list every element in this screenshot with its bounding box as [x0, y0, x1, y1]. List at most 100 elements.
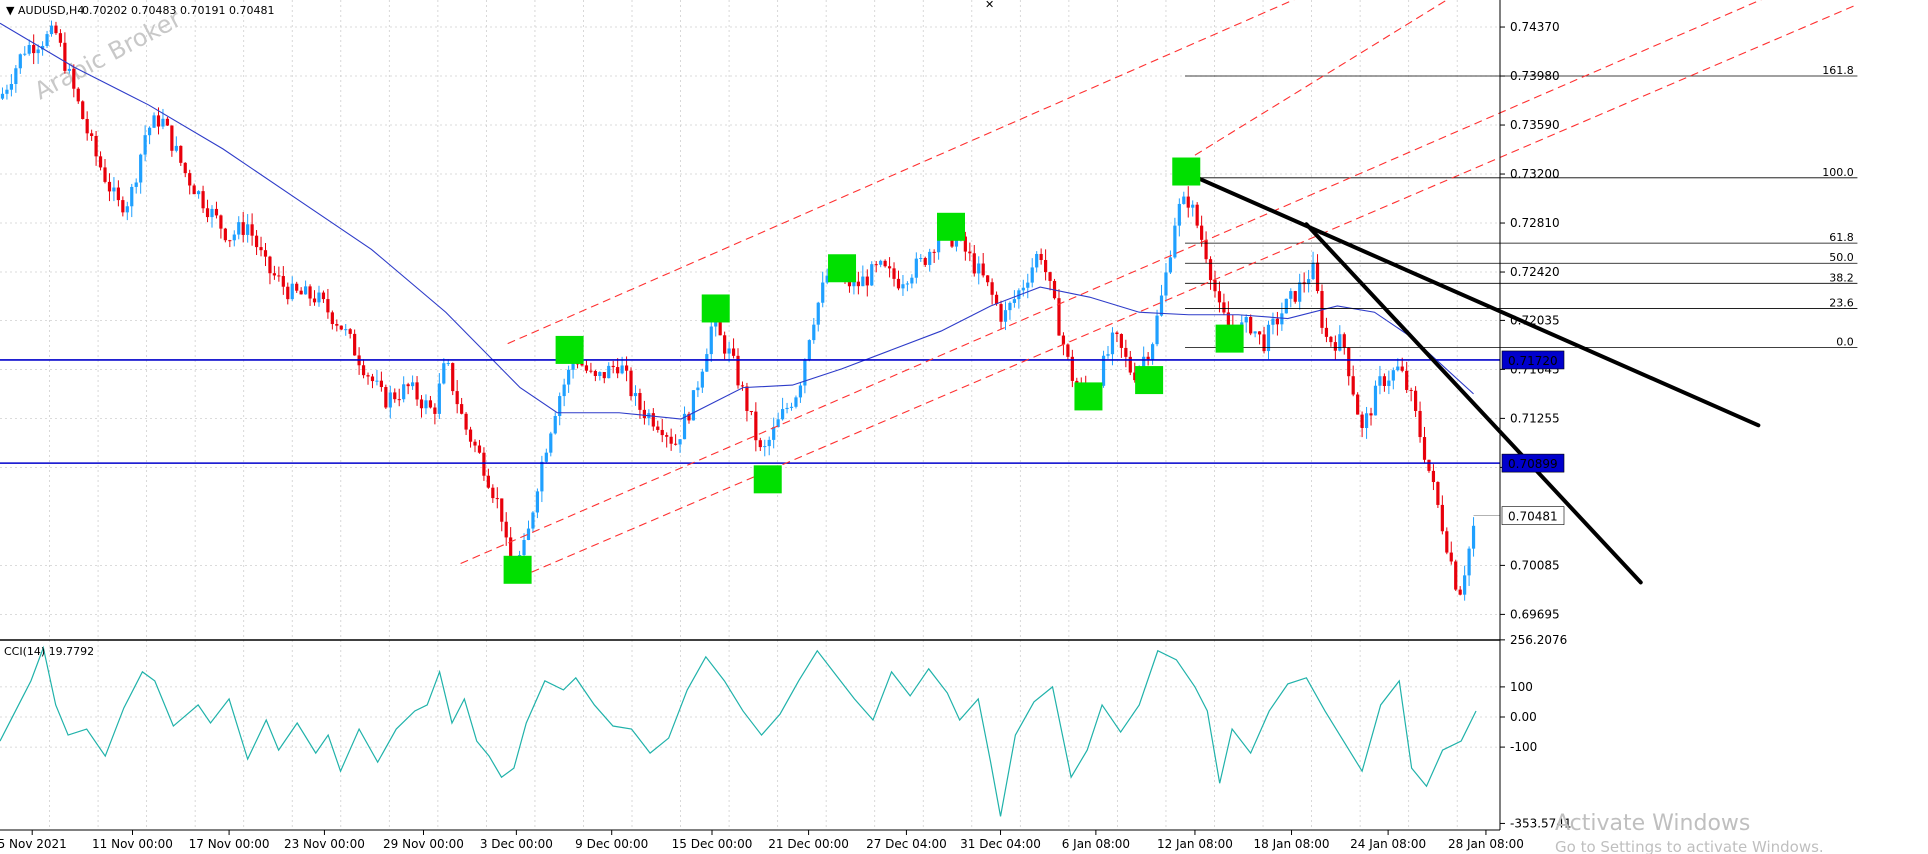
candle-body — [1280, 313, 1284, 325]
candle-body — [1315, 262, 1320, 292]
candle-body — [656, 426, 660, 430]
candle-body — [932, 251, 936, 253]
candle-body — [999, 304, 1003, 322]
candle-body — [1106, 354, 1110, 356]
time-tick-label: 24 Jan 08:00 — [1350, 837, 1426, 851]
time-tick-label: 27 Dec 04:00 — [866, 837, 947, 851]
candle-body — [504, 521, 508, 538]
candle-body — [696, 387, 700, 391]
candle-body — [1021, 287, 1025, 291]
candle-body — [1307, 279, 1311, 285]
candle-body — [986, 275, 990, 283]
price-level-box — [1501, 453, 1565, 473]
candle-body — [281, 276, 285, 287]
candle-body — [410, 382, 415, 387]
candle-body — [290, 283, 294, 300]
candle-body — [1400, 366, 1404, 371]
candle-body — [259, 247, 263, 251]
candle-body — [1262, 334, 1266, 352]
candle-body — [526, 528, 531, 540]
candle-body — [1458, 589, 1462, 595]
candle-body — [344, 329, 348, 331]
candle-body — [1271, 318, 1275, 325]
candle-body — [678, 439, 682, 445]
candle-body — [798, 385, 803, 398]
candle-body — [740, 385, 745, 387]
pivot-marker — [753, 465, 782, 494]
candle-body — [522, 539, 526, 556]
candle-body — [1405, 370, 1409, 390]
candle-body — [821, 282, 825, 303]
candle-body — [98, 156, 103, 168]
cci-tick-label: 0.00 — [1510, 710, 1537, 724]
candle-body — [1026, 282, 1030, 288]
symbol-dropdown-icon[interactable]: ▼ — [6, 4, 15, 17]
candle-body — [1356, 394, 1360, 415]
price-tick-label: 0.71255 — [1510, 411, 1560, 425]
trend-line — [1304, 222, 1643, 585]
candle-body — [1146, 356, 1150, 360]
candle-body — [482, 452, 486, 476]
close-icon[interactable]: ✕ — [985, 0, 994, 11]
candle-body — [1186, 196, 1190, 208]
candle-body — [1382, 376, 1386, 386]
candle-body — [1275, 318, 1280, 325]
pivot-marker — [1172, 157, 1201, 186]
candle-body — [968, 251, 972, 254]
cci-tick-label: -353.5741 — [1510, 816, 1572, 830]
candle-body — [165, 118, 170, 126]
candle-body — [874, 264, 878, 266]
candle-body — [879, 260, 883, 265]
candle-body — [321, 292, 326, 300]
candle-body — [45, 34, 49, 46]
price-level-box-label: 0.70899 — [1508, 457, 1558, 471]
candle-body — [580, 363, 584, 366]
candle-body — [402, 384, 406, 400]
candle-body — [1012, 299, 1016, 303]
pivot-marker — [1135, 366, 1164, 395]
candle-body — [361, 365, 366, 376]
candle-body — [183, 162, 187, 174]
pivot-marker — [1074, 382, 1103, 411]
candle-body — [1378, 376, 1382, 386]
candle-body — [593, 371, 597, 376]
candle-body — [27, 45, 31, 54]
candle-body — [375, 380, 379, 382]
cci-tick-label: -100 — [1510, 740, 1537, 754]
candle-body — [1195, 204, 1199, 226]
candle-body — [870, 264, 874, 286]
candle-body — [1298, 282, 1302, 302]
candle-body — [317, 292, 321, 303]
candle-body — [1070, 356, 1074, 381]
candle-body — [277, 275, 281, 277]
candle-body — [642, 409, 647, 419]
candle-body — [18, 54, 22, 69]
candle-body — [1373, 385, 1378, 416]
candle-body — [477, 445, 482, 453]
candle-body — [130, 186, 134, 207]
price-tick-label: 0.70085 — [1510, 558, 1560, 572]
candle-body — [990, 282, 994, 295]
candle-body — [745, 386, 749, 411]
candle-body — [629, 370, 633, 397]
time-tick-label: 18 Jan 08:00 — [1254, 837, 1330, 851]
candle-body — [780, 409, 785, 420]
candle-body — [887, 266, 892, 269]
candle-body — [63, 42, 67, 71]
candle-body — [464, 413, 468, 430]
candle-body — [446, 363, 450, 365]
candle-body — [1222, 302, 1226, 313]
candle-body — [460, 404, 464, 414]
candle-body — [1431, 470, 1436, 483]
candle-body — [794, 397, 798, 407]
candle-body — [219, 215, 223, 229]
candle-body — [54, 25, 58, 34]
pivot-marker — [503, 555, 532, 584]
candle-body — [785, 407, 789, 410]
candle-body — [40, 45, 45, 50]
candle-body — [197, 191, 201, 195]
candle-body — [85, 118, 89, 134]
candle-body — [1324, 327, 1329, 337]
candle-body — [241, 222, 245, 235]
